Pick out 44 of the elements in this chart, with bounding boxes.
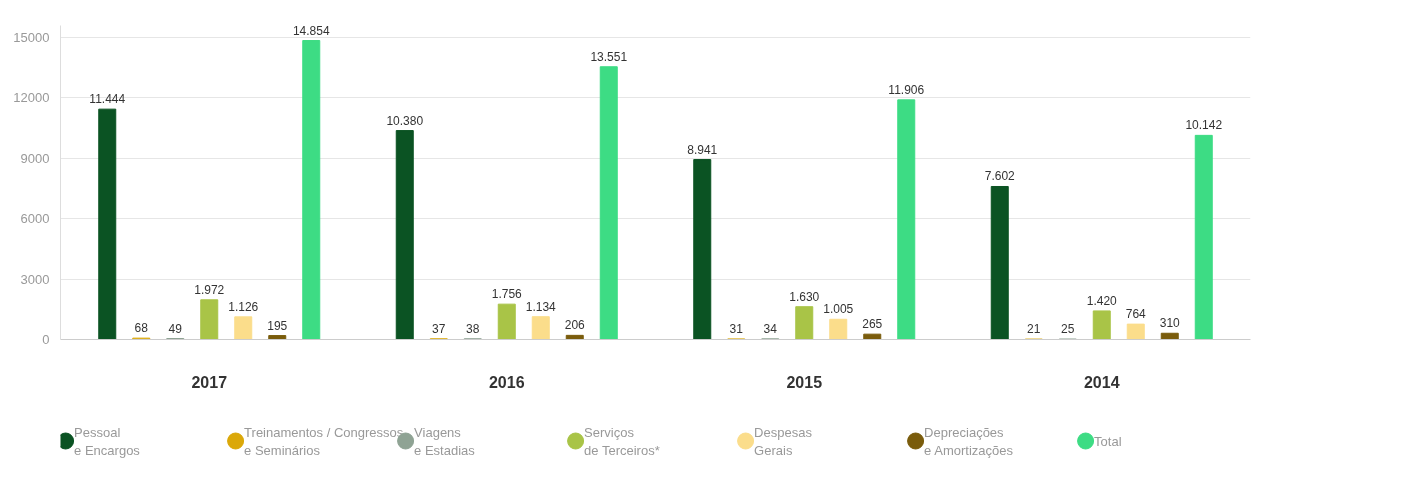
legend-label: Serviços de Terceiros* — [584, 424, 660, 458]
x-tick-label: 2016 — [488, 373, 525, 391]
data-label: 11.444 — [89, 92, 126, 107]
y-tick-label: 9000 — [20, 150, 50, 166]
y-tick-label: 3000 — [20, 271, 50, 287]
data-label: 13.551 — [590, 49, 628, 64]
data-label: 310 — [1159, 316, 1181, 331]
data-label: 10.142 — [1185, 118, 1223, 133]
legend-label: Depreciações e Amortizações — [924, 424, 1014, 458]
y-tick-label: 6000 — [20, 211, 50, 227]
data-label: 1.630 — [789, 289, 820, 304]
data-label: 68 — [134, 321, 149, 336]
data-label: 1.972 — [194, 282, 225, 297]
x-tick-label: 2017 — [191, 373, 228, 391]
y-tick-label: 12000 — [13, 90, 50, 106]
x-tick-label: 2014 — [1083, 373, 1120, 391]
data-label: 31 — [729, 321, 744, 336]
data-label: 49 — [168, 321, 183, 336]
data-label: 1.420 — [1086, 293, 1118, 308]
data-label: 38 — [466, 321, 480, 336]
data-label: 34 — [763, 321, 778, 336]
data-label: 14.854 — [292, 23, 330, 38]
data-label: 265 — [862, 317, 883, 332]
data-label: 8.941 — [687, 142, 718, 157]
data-label: 1.756 — [491, 287, 523, 302]
legend-label: Total — [1094, 433, 1122, 449]
data-label: 11.906 — [888, 82, 925, 97]
data-label: 25 — [1061, 322, 1075, 336]
data-label: 7.602 — [984, 169, 1016, 184]
data-label: 10.380 — [386, 113, 424, 128]
legend-label: Pessoal e Encargos — [74, 424, 141, 458]
y-tick-label: 0 — [42, 332, 50, 347]
data-label: 195 — [267, 318, 288, 333]
data-label: 37 — [432, 321, 446, 336]
x-tick-label: 2015 — [786, 373, 823, 391]
y-tick-label: 15000 — [13, 30, 50, 46]
data-label: 764 — [1125, 307, 1147, 322]
legend-label: Viagens e Estadias — [414, 424, 476, 458]
data-label: 21 — [1027, 322, 1041, 337]
data-label: 206 — [564, 318, 586, 333]
data-label: 1.134 — [525, 299, 557, 314]
legend-label: Despesas Gerais — [754, 424, 813, 458]
data-label: 1.005 — [823, 302, 854, 317]
data-label: 1.126 — [228, 299, 259, 314]
